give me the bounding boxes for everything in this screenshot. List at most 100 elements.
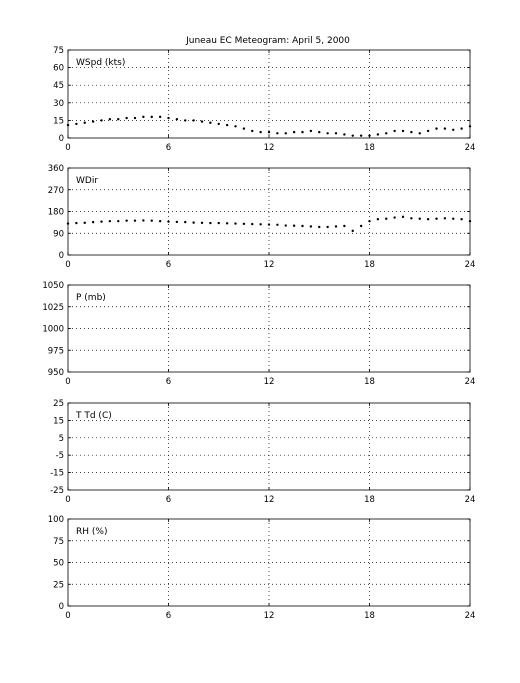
data-point <box>359 224 363 228</box>
data-point <box>91 120 95 123</box>
data-point <box>91 220 95 224</box>
y-tick-label: 270 <box>48 186 64 196</box>
data-point <box>192 119 195 122</box>
data-point <box>343 133 346 136</box>
data-point <box>267 223 271 226</box>
y-tick-label: 75 <box>53 537 64 547</box>
data-point <box>368 134 371 137</box>
y-tick-label: 60 <box>53 64 64 74</box>
y-tick-label: 1000 <box>42 325 64 335</box>
data-point <box>376 218 380 221</box>
data-point <box>410 217 413 220</box>
y-tick-label: 0 <box>59 251 64 261</box>
data-point <box>401 129 405 133</box>
data-point <box>184 220 187 224</box>
data-point <box>225 123 229 127</box>
x-tick-label: 12 <box>264 260 275 270</box>
data-point <box>217 221 220 225</box>
data-point <box>318 130 321 134</box>
data-point <box>276 223 279 226</box>
data-point <box>133 219 137 222</box>
panel-label: RH (%) <box>76 527 107 537</box>
x-tick-label: 24 <box>465 495 476 505</box>
data-point <box>267 130 271 134</box>
data-point <box>418 132 421 135</box>
data-point <box>292 224 296 227</box>
y-tick-label: -5 <box>56 451 64 461</box>
data-point <box>276 132 279 135</box>
x-tick-label: 6 <box>166 611 171 621</box>
data-point <box>158 219 162 223</box>
data-point <box>435 217 438 220</box>
data-point <box>108 118 112 121</box>
data-point <box>460 127 463 130</box>
x-tick-label: 0 <box>65 495 70 505</box>
data-point <box>435 127 438 130</box>
data-point <box>75 122 78 126</box>
y-tick-label: 180 <box>48 208 64 218</box>
data-point <box>175 220 179 224</box>
x-tick-label: 18 <box>364 611 375 621</box>
data-point <box>192 221 195 224</box>
data-point <box>225 222 229 225</box>
data-point <box>142 219 145 222</box>
data-point <box>309 225 313 228</box>
x-tick-label: 24 <box>465 143 476 153</box>
panel-label: P (mb) <box>76 293 106 303</box>
y-tick-label: 360 <box>48 164 64 174</box>
data-point <box>443 217 447 220</box>
data-point <box>393 129 396 133</box>
data-point <box>150 115 153 119</box>
data-point <box>443 127 447 130</box>
x-tick-label: 12 <box>264 611 275 621</box>
y-tick-label: 25 <box>53 399 64 409</box>
y-tick-label: 100 <box>48 515 64 525</box>
x-tick-label: 6 <box>166 260 171 270</box>
data-point <box>393 216 396 219</box>
data-point <box>133 116 137 120</box>
y-tick-label: -25 <box>50 486 64 496</box>
y-tick-label: 90 <box>53 229 64 239</box>
data-point <box>66 222 70 225</box>
x-tick-label: 24 <box>465 377 476 387</box>
data-point <box>175 118 179 121</box>
data-point <box>468 219 472 223</box>
data-point <box>368 219 371 223</box>
x-tick-label: 18 <box>364 260 375 270</box>
data-point <box>200 120 204 123</box>
data-point <box>108 219 112 223</box>
panel-label: WSpd (kts) <box>76 58 125 68</box>
x-tick-label: 0 <box>65 143 70 153</box>
y-tick-label: 5 <box>59 434 64 444</box>
data-point <box>326 132 329 135</box>
data-point <box>460 218 463 221</box>
panel-label: T Td (C) <box>75 411 112 421</box>
data-point <box>284 224 287 227</box>
x-tick-label: 18 <box>364 377 375 387</box>
y-tick-label: 950 <box>48 368 64 378</box>
data-point <box>209 121 212 124</box>
data-point <box>385 132 388 135</box>
data-point <box>209 221 212 225</box>
y-tick-label: 50 <box>53 559 64 569</box>
data-point <box>452 217 455 220</box>
x-tick-label: 12 <box>264 143 275 153</box>
x-tick-label: 18 <box>364 495 375 505</box>
data-point <box>184 119 187 122</box>
y-tick-label: 0 <box>59 134 64 144</box>
data-point <box>301 130 304 134</box>
y-tick-label: 30 <box>53 99 64 109</box>
data-point <box>200 221 204 225</box>
data-point <box>376 133 380 136</box>
data-point <box>167 220 170 223</box>
data-point <box>125 219 128 222</box>
data-point <box>234 222 237 225</box>
x-tick-label: 18 <box>364 143 375 153</box>
y-tick-label: 75 <box>53 46 64 56</box>
data-point <box>242 127 246 130</box>
y-tick-label: 0 <box>59 602 64 612</box>
x-tick-label: 6 <box>166 495 171 505</box>
y-tick-label: 25 <box>53 580 64 590</box>
data-point <box>66 123 70 127</box>
